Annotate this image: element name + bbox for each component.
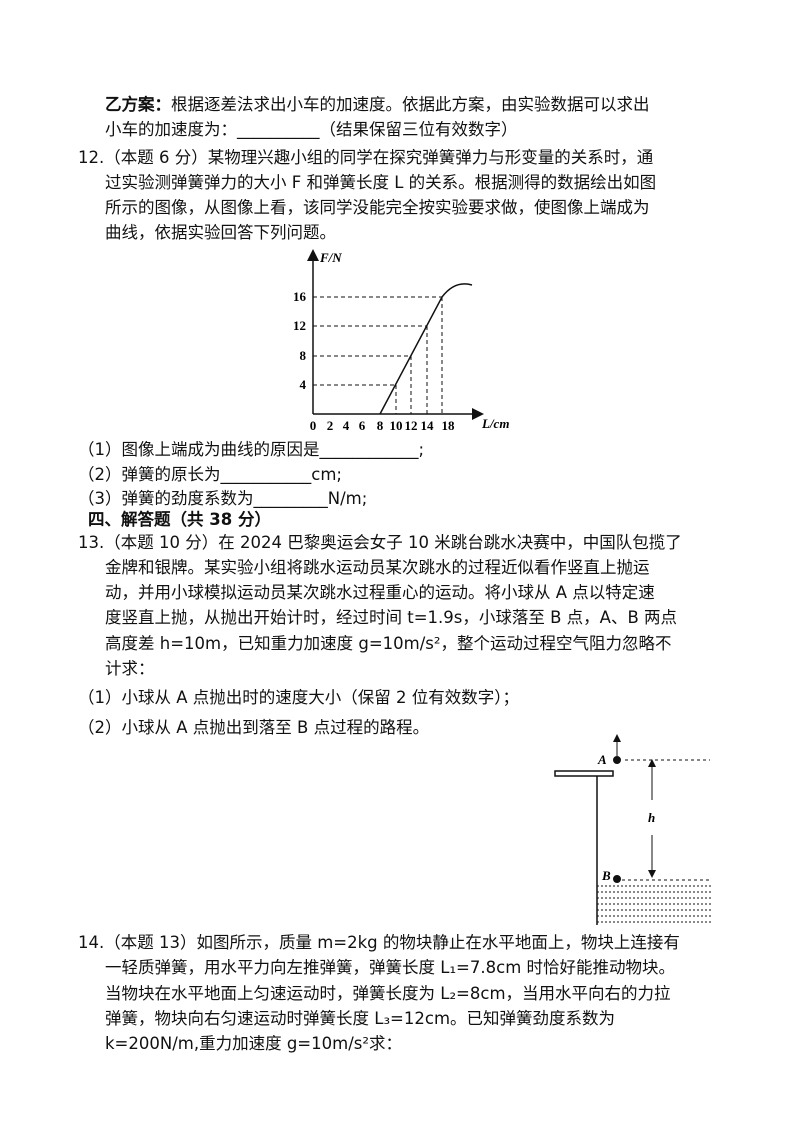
y-label: F/N bbox=[319, 250, 342, 265]
y-tick: 4 bbox=[300, 377, 307, 392]
ball-a bbox=[613, 756, 621, 764]
y-tick: 12 bbox=[293, 318, 306, 333]
x-tick: 6 bbox=[359, 418, 366, 433]
text: 根据逐差法求出小车的加速度。依据此方案，由实验数据可以求出 bbox=[171, 95, 650, 114]
text-line: 当物块在水平地面上匀速运动时，弹簧长度为 L₂=8cm，当用水平向右的力拉 bbox=[105, 984, 671, 1003]
x-tick: 14 bbox=[421, 418, 435, 433]
text-line: 12.（本题 6 分）某物理兴趣小组的同学在探究弹簧弹力与形变量的关系时，通 bbox=[78, 148, 654, 167]
curve bbox=[379, 283, 473, 415]
section-title: 四、解答题（共 38 分） bbox=[88, 510, 271, 529]
question: （1）图像上端成为曲线的原因是____________; bbox=[78, 440, 425, 459]
text-line: 13.（本题 10 分）在 2024 巴黎奥运会女子 10 米跳台跳水决赛中，中… bbox=[78, 533, 682, 552]
water bbox=[597, 885, 712, 923]
x-tick: 12 bbox=[405, 418, 418, 433]
text-line: 14.（本题 13）如图所示，质量 m=2kg 的物块静止在水平地面上，物块上连… bbox=[78, 933, 680, 952]
label-h: h bbox=[648, 810, 655, 825]
x-tick: 18 bbox=[442, 418, 456, 433]
x-tick: 0 bbox=[310, 418, 317, 433]
text-line: 一轻质弹簧，用水平力向左推弹簧，弹簧长度 L₁=7.8cm 时恰好能推动物块。 bbox=[105, 958, 676, 977]
text-line: 金牌和银牌。某实验小组将跳水运动员某次跳水的过程近似看作竖直上抛运 bbox=[105, 558, 650, 577]
diving-figure bbox=[554, 734, 712, 925]
text-line: 高度差 h=10m，已知重力加速度 g=10m/s²，整个运动过程空气阻力忽略不 bbox=[105, 634, 672, 653]
text-line: 弹簧，物块向右匀速运动时弹簧长度 L₃=12cm。已知弹簧劲度系数为 bbox=[105, 1009, 616, 1028]
x-tick: 10 bbox=[390, 418, 403, 433]
label-a: A bbox=[597, 752, 607, 767]
question: （2）小球从 A 点抛出到落至 B 点过程的路程。 bbox=[78, 718, 430, 737]
ball-b bbox=[613, 875, 621, 883]
text-line: k=200N/m,重力加速度 g=10m/s²求： bbox=[105, 1034, 402, 1053]
y-tick: 16 bbox=[293, 289, 307, 304]
tick-labels: F/N L/cm 16 12 8 4 0 2 4 6 8 10 12 14 18 bbox=[293, 250, 509, 433]
x-tick: 2 bbox=[327, 418, 334, 433]
text-line: 过实验测弹簧弹力的大小 F 和弹簧长度 L 的关系。根据测得的数据绘出如图 bbox=[105, 173, 657, 192]
text-line: 计求： bbox=[105, 659, 155, 678]
x-tick: 4 bbox=[343, 418, 350, 433]
text-line: 小车的加速度为：__________（结果保留三位有效数字） bbox=[105, 120, 518, 139]
guides bbox=[313, 296, 443, 414]
question: （3）弹簧的劲度系数为_________N/m; bbox=[78, 489, 368, 508]
x-tick: 8 bbox=[377, 418, 384, 433]
platform bbox=[554, 770, 614, 777]
y-tick: 8 bbox=[300, 348, 307, 363]
x-label: L/cm bbox=[481, 416, 509, 431]
text-line: 乙方案：根据逐差法求出小车的加速度。依据此方案，由实验数据可以求出 bbox=[105, 95, 650, 115]
text-line: 度竖直上抛，从抛出开始计时，经过时间 t=1.9s，小球落至 B 点，A、B 两… bbox=[105, 608, 678, 627]
plan-label: 乙方案： bbox=[105, 95, 171, 114]
graph bbox=[307, 249, 484, 420]
question: （1）小球从 A 点抛出时的速度大小（保留 2 位有效数字）； bbox=[78, 688, 520, 707]
text-line: 曲线，依据实验回答下列问题。 bbox=[105, 223, 336, 242]
label-b: B bbox=[601, 868, 611, 883]
text-line: 动，并用小球模拟运动员某次跳水过程重心的运动。将小球从 A 点以特定速 bbox=[105, 583, 655, 602]
text-line: 所示的图像，从图像上看，该同学没能完全按实验要求做，使图像上端成为 bbox=[105, 198, 650, 217]
question: （2）弹簧的原长为___________cm; bbox=[78, 465, 342, 484]
